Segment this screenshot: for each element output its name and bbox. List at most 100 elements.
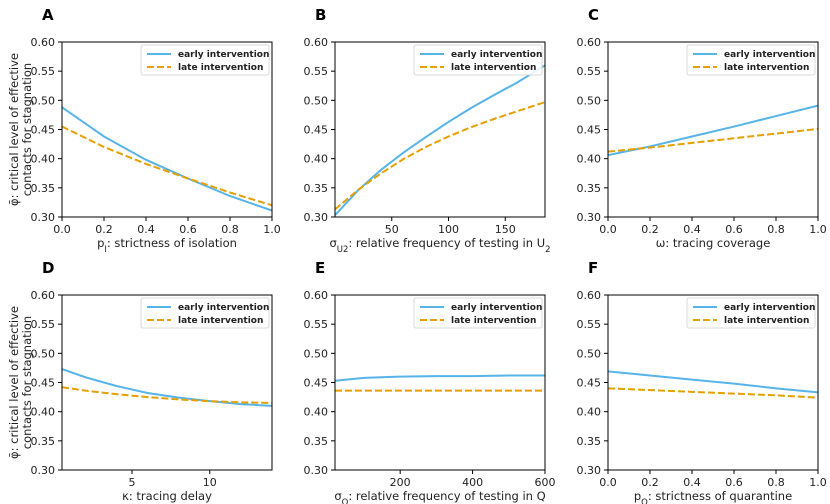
legend-label: early intervention [724,50,815,60]
early-intervention-line [62,368,272,407]
y-tick-label: 0.35 [577,182,602,195]
x-tick-label: 400 [462,476,483,489]
x-tick-label: 0.4 [683,223,701,236]
legend-box [686,297,816,329]
y-tick-label: 0.60 [31,36,56,49]
x-tick-label: 0.0 [53,223,71,236]
panel-F: F 0.30 0.35 0.40 0.45 0.50 0.55 0.60 0.0 0.2 0.4 0.… [577,259,827,504]
x-tick-label: 0.0 [599,476,617,489]
y-tick-label: 0.60 [577,36,602,49]
legend-box [140,297,270,329]
y-tick-label: 0.45 [577,377,602,390]
y-tick-label: 0.60 [304,289,329,302]
legend-label: late intervention [451,63,536,73]
y-tick-label: 0.50 [31,94,56,107]
x-tick-label: 0.6 [725,223,743,236]
x-tick-label: 0.0 [599,223,617,236]
y-tick-label: 0.45 [304,377,329,390]
panel-letter: B [315,6,326,24]
y-tick-label: 0.50 [304,94,329,107]
legend-label: late intervention [178,316,263,326]
late-intervention-line [608,127,818,153]
late-intervention-line [62,386,272,404]
x-tick-label: 600 [535,476,556,489]
y-tick-label: 0.40 [304,153,329,166]
legend-label: late intervention [724,63,809,73]
panel-B: B 0.30 0.35 0.40 0.45 0.50 0.55 0.60 50 100 150σU2… [304,6,551,255]
y-tick-label: 0.35 [304,182,329,195]
x-axis-label: σU2: relative frequency of testing in U2 [329,236,550,255]
legend-box [413,44,543,76]
legend-box [413,297,543,329]
legend-label: early intervention [724,303,815,313]
early-intervention-line [335,374,545,382]
x-tick-label: 0.2 [641,476,659,489]
y-tick-label: 0.55 [31,318,56,331]
x-axis-label: pI: strictness of isolation [97,236,237,255]
panel-letter: A [42,6,54,24]
x-tick-label: 50 [385,223,399,236]
x-tick-label: 0.8 [221,223,239,236]
late-intervention-line [62,125,272,207]
x-tick-label: 0.4 [683,476,701,489]
legend-label: early intervention [451,303,542,313]
y-tick-label: 0.55 [577,65,602,78]
y-axis-label-line1: φ̄: critical level of effective [7,306,21,459]
legend-label: late intervention [178,63,263,73]
panel-A: A 0.30 0.35 0.40 0.45 0.50 0.55 0.60 0.0 0.2 0.4 0.… [7,6,281,255]
y-tick-label: 0.45 [31,124,56,137]
panel-letter: D [42,259,54,277]
x-tick-label: 1.0 [809,223,827,236]
x-tick-label: 0.2 [95,223,113,236]
early-intervention-line [608,370,818,394]
x-tick-label: 0.2 [641,223,659,236]
y-tick-label: 0.55 [577,318,602,331]
x-axis-label: σQ: relative frequency of testing in Q [334,489,545,504]
y-tick-label: 0.50 [31,347,56,360]
y-tick-label: 0.60 [31,289,56,302]
late-intervention-line [608,387,818,399]
x-tick-label: 0.4 [137,223,155,236]
x-axis-label: ω: tracing coverage [656,236,771,250]
x-axis-label: κ: tracing delay [122,489,212,503]
y-tick-label: 0.35 [577,435,602,448]
panel-C: C 0.30 0.35 0.40 0.45 0.50 0.55 0.60 0.0 0.2 0.4 0.… [577,6,827,250]
y-tick-label: 0.45 [304,124,329,137]
panel-letter: C [588,6,599,24]
x-axis-label: pQ: strictness of quarantine [634,489,792,504]
x-tick-label: 100 [438,223,459,236]
y-tick-label: 0.40 [304,406,329,419]
y-tick-label: 0.30 [31,464,56,477]
x-tick-label: 1.0 [809,476,827,489]
y-tick-label: 0.50 [304,347,329,360]
legend-label: early intervention [178,50,269,60]
y-tick-label: 0.35 [304,435,329,448]
y-tick-label: 0.45 [577,124,602,137]
y-axis-label-line2: contacts for stagnation [20,316,34,449]
panel-E: E 0.30 0.35 0.40 0.45 0.50 0.55 0.60 200 400 600σQ… [304,259,556,504]
y-tick-label: 0.55 [304,318,329,331]
x-tick-label: 1.0 [263,223,281,236]
x-tick-label: 5 [129,476,136,489]
y-tick-label: 0.40 [31,153,56,166]
panel-D: D 0.30 0.35 0.40 0.45 0.50 0.55 0.60 5 10κ: traci… [7,259,273,503]
legend-box [686,44,816,76]
late-intervention-line [335,101,545,211]
y-tick-label: 0.50 [577,347,602,360]
x-tick-label: 0.8 [767,223,785,236]
y-tick-label: 0.35 [31,182,56,195]
legend-box [140,44,270,76]
panel-letter: F [588,259,598,277]
legend-label: early intervention [451,50,542,60]
legend-label: early intervention [178,303,269,313]
panel-letter: E [315,259,325,277]
y-tick-label: 0.30 [577,211,602,224]
y-tick-label: 0.60 [577,289,602,302]
y-tick-label: 0.45 [31,377,56,390]
y-tick-label: 0.40 [577,153,602,166]
x-tick-label: 150 [495,223,516,236]
x-tick-label: 10 [203,476,217,489]
y-tick-label: 0.30 [304,211,329,224]
y-axis-label-line2: contacts for stagnation [20,63,34,196]
